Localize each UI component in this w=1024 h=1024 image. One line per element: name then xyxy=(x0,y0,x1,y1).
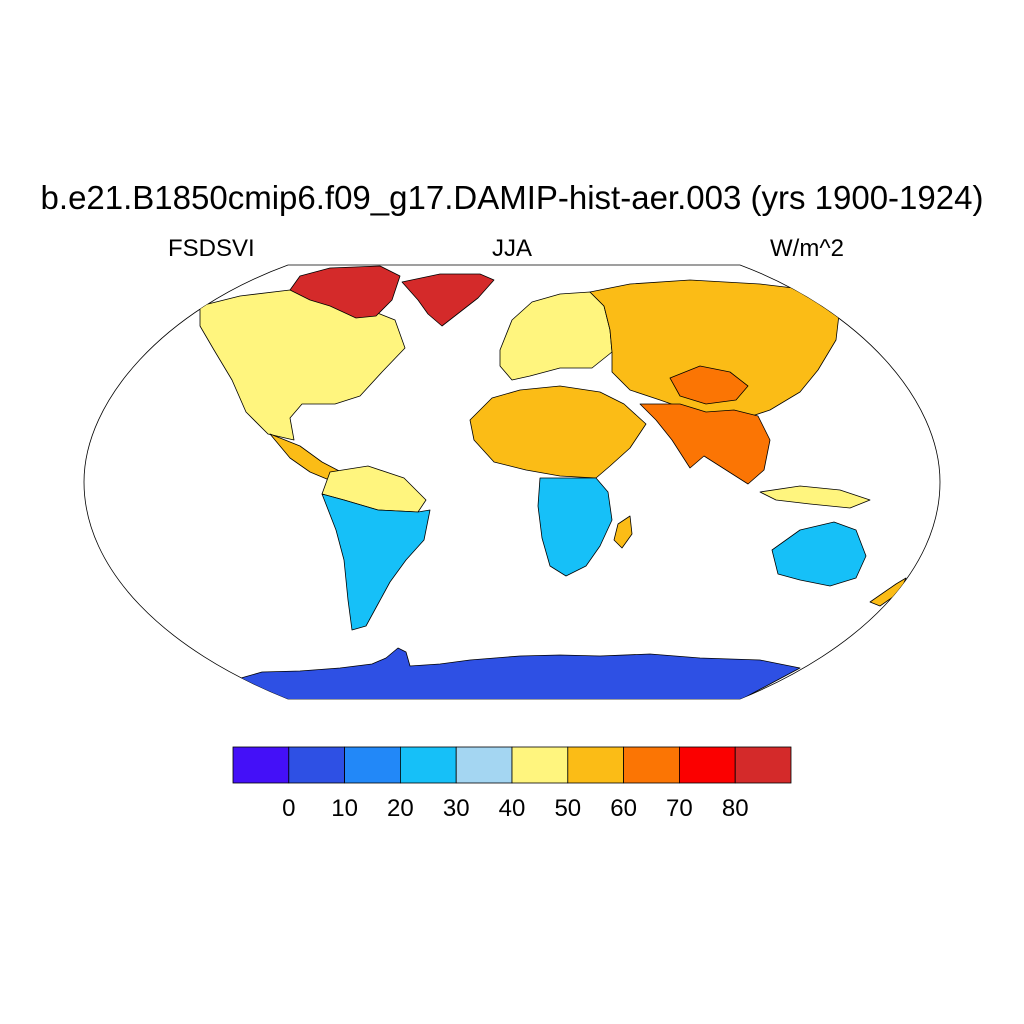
colorbar-box xyxy=(623,746,680,784)
season-label: JJA xyxy=(491,235,532,262)
region-canadian-arctic xyxy=(289,265,401,319)
colorbar-tick-label: 30 xyxy=(443,795,470,822)
region-antarctica xyxy=(219,647,801,699)
colorbar-tick-label: 20 xyxy=(387,795,414,822)
colorbar-tick-label: 10 xyxy=(331,795,358,822)
colorbar-tick-label: 60 xyxy=(610,795,637,822)
region-siberia xyxy=(589,279,841,421)
colorbar-box xyxy=(232,746,290,784)
region-se-asia-islands xyxy=(759,485,871,509)
colorbar-box xyxy=(455,746,513,784)
region-australia xyxy=(771,521,867,587)
region-madagascar xyxy=(613,515,633,549)
region-sahara xyxy=(469,385,647,479)
colorbar-tick-label: 40 xyxy=(499,795,526,822)
map-panel xyxy=(83,264,941,700)
region-tibetan-plateau xyxy=(669,365,749,405)
colorbar-box xyxy=(567,746,624,784)
colorbar-box xyxy=(679,746,736,784)
region-southern-africa xyxy=(537,477,613,577)
colorbar-box xyxy=(399,746,457,784)
colorbar-tick-label: 0 xyxy=(282,795,295,822)
region-south-asia xyxy=(639,403,771,485)
colorbar-tick-label: 50 xyxy=(554,795,581,822)
variable-label: FSDSVI xyxy=(168,235,255,262)
colorbar-box xyxy=(344,746,401,784)
units-label: W/m^2 xyxy=(770,235,844,262)
colorbar-box xyxy=(511,746,569,784)
colorbar-tick-label: 80 xyxy=(722,795,749,822)
colorbar-box xyxy=(734,746,792,784)
colorbar-box xyxy=(288,746,345,784)
region-greenland xyxy=(401,273,495,327)
colorbar: 0 10 20 30 40 50 60 70 80 xyxy=(232,746,792,822)
map-title: b.e21.B1850cmip6.f09_g17.DAMIP-hist-aer.… xyxy=(40,179,984,216)
colorbar-tick-label: 70 xyxy=(666,795,693,822)
region-south-america-south xyxy=(321,493,431,631)
